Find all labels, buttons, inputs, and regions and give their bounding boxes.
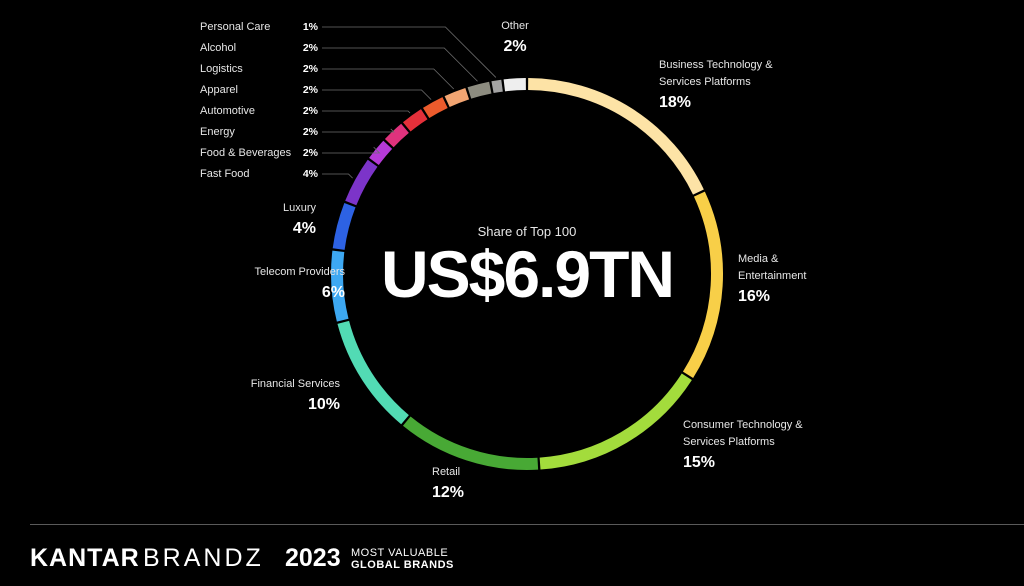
- donut-segment: [332, 202, 356, 250]
- category-label: Financial Services: [250, 378, 340, 390]
- value-label: 2%: [503, 38, 527, 55]
- value-label: 2%: [302, 42, 318, 54]
- value-label: 4%: [302, 168, 318, 180]
- donut-segment: [491, 79, 503, 94]
- value-label: 4%: [292, 220, 316, 237]
- value-label: 12%: [432, 484, 465, 501]
- value-label: 2%: [302, 63, 318, 75]
- category-label: Other: [501, 20, 529, 32]
- donut-segment: [345, 159, 378, 206]
- donut-segment: [539, 373, 692, 470]
- value-label: 6%: [321, 284, 345, 301]
- value-label: 15%: [683, 454, 716, 471]
- value-label: 18%: [659, 94, 692, 111]
- donut-segment: [402, 416, 539, 470]
- category-label: Food & Beverages: [200, 147, 292, 159]
- value-label: 2%: [302, 84, 318, 96]
- sub-brand: BRANDZ: [143, 544, 264, 572]
- leader-line: [322, 68, 455, 90]
- leader-line: [322, 47, 478, 82]
- category-label: Automotive: [200, 105, 256, 117]
- leader-line: [322, 26, 497, 78]
- segment-label: Retail 12%: [432, 464, 512, 503]
- segment-label: Media & Entertainment 16%: [738, 251, 828, 307]
- divider: [30, 524, 1024, 525]
- center-label: Share of Top 100: [477, 224, 577, 239]
- donut-segment: [467, 81, 492, 99]
- segment-label: Other 2%: [475, 18, 555, 57]
- donut-segment: [331, 250, 349, 322]
- donut-segment: [369, 140, 393, 166]
- category-label: Energy: [200, 126, 235, 138]
- category-label: Business Technology & Services Platforms: [659, 59, 773, 88]
- category-label: Personal Care: [200, 21, 271, 33]
- donut-segment: [337, 320, 409, 425]
- category-label: Consumer Technology & Services Platforms: [683, 419, 803, 448]
- brand: KANTAR: [30, 544, 140, 572]
- leader-line: [322, 173, 353, 179]
- leader-line: [322, 128, 395, 133]
- tagline: GLOBAL BRANDS: [351, 559, 454, 571]
- value-label: 2%: [302, 105, 318, 117]
- donut-segment: [444, 87, 470, 108]
- segment-label: Financial Services 10%: [251, 376, 340, 415]
- value-label: 10%: [307, 396, 340, 413]
- segment-label: Luxury 4%: [283, 200, 316, 239]
- donut-segment: [528, 78, 704, 195]
- center-value: US$6.9TN: [380, 237, 675, 311]
- donut-segment: [402, 109, 428, 132]
- category-label: Media & Entertainment: [738, 253, 807, 282]
- donut-segment: [503, 78, 526, 92]
- leader-line: [322, 110, 411, 114]
- donut-segment: [422, 97, 448, 119]
- segment-label: Consumer Technology & Services Platforms…: [683, 417, 813, 473]
- donut-segment: [682, 191, 723, 379]
- category-label: Telecom Providers: [254, 266, 345, 278]
- value-label: 16%: [738, 288, 771, 305]
- category-label: Luxury: [282, 202, 316, 214]
- tagline: MOST VALUABLE: [351, 547, 449, 559]
- leader-line: [322, 89, 432, 100]
- value-label: 2%: [302, 126, 318, 138]
- segment-label: Telecom Providers 6%: [255, 264, 345, 303]
- leader-line: [322, 146, 381, 154]
- category-label: Logistics: [200, 63, 243, 75]
- category-label: Apparel: [200, 84, 238, 96]
- category-label: Alcohol: [200, 42, 237, 54]
- category-label: Retail: [432, 466, 461, 478]
- donut-segment: [384, 123, 409, 148]
- year: 2023: [285, 544, 341, 572]
- segment-label: Business Technology & Services Platforms…: [659, 57, 789, 113]
- value-label: 2%: [302, 147, 318, 159]
- category-label: Fast Food: [200, 168, 250, 180]
- value-label: 1%: [302, 21, 318, 33]
